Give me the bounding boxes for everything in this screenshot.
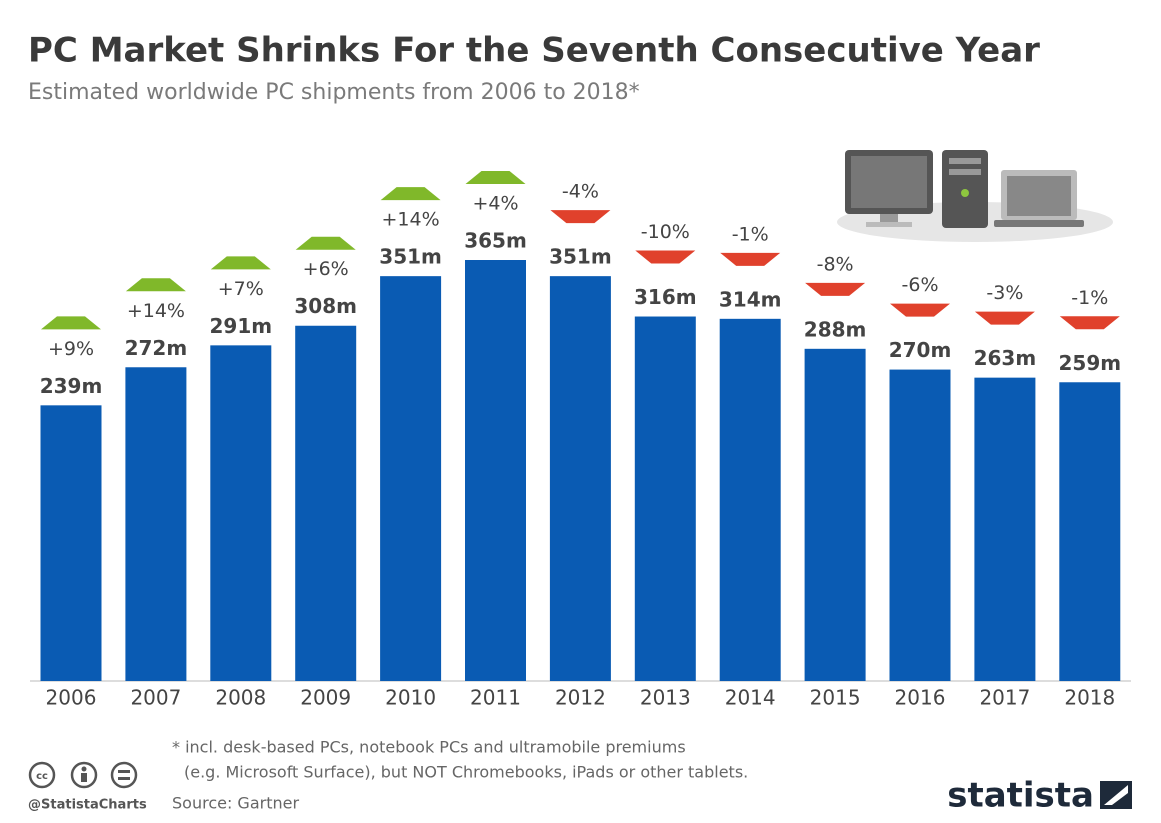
chart-subtitle: Estimated worldwide PC shipments from 20… [28,80,640,105]
bar [804,348,866,681]
value-label: 314m [719,287,782,311]
value-label: 365m [464,229,527,253]
change-arrow [974,311,1035,325]
change-arrow [210,256,271,270]
x-tick-label: 2011 [470,686,521,710]
change-label: -3% [986,282,1023,304]
bar [889,369,951,681]
change-arrow [1059,316,1120,330]
x-tick-label: 2008 [215,686,266,710]
pc-illustration [837,150,1113,242]
change-label: -8% [817,253,854,275]
svg-text:cc: cc [36,771,48,782]
footer: cc @StatistaCharts * incl. desk-based PC… [28,738,1132,816]
value-label: 351m [379,245,442,269]
change-label: +7% [218,278,264,300]
credit: @StatistaCharts [28,798,147,813]
brand: statista [947,776,1094,816]
x-tick-label: 2017 [979,686,1030,710]
change-label: -10% [641,221,690,243]
x-tick-label: 2018 [1064,686,1115,710]
bar [974,377,1036,681]
value-label: 259m [1059,351,1122,375]
chart-title: PC Market Shrinks For the Seventh Consec… [28,31,1040,71]
value-label: 308m [294,294,357,318]
x-tick-label: 2013 [640,686,691,710]
bar [380,276,442,681]
note-line: (e.g. Microsoft Surface), but NOT Chrome… [184,763,748,782]
change-arrow [380,187,441,201]
bar [465,260,526,681]
bar [125,367,187,681]
bar [210,345,272,681]
value-label: 272m [125,336,188,360]
change-label: -4% [562,181,599,203]
x-tick-label: 2012 [555,686,606,710]
change-arrow [550,210,611,224]
value-label: 288m [804,317,867,341]
note-line: * incl. desk-based PCs, notebook PCs and… [172,738,686,757]
x-tick-label: 2009 [300,686,351,710]
change-label: -1% [732,223,769,245]
x-tick-label: 2010 [385,686,436,710]
x-tick-label: 2006 [46,686,97,710]
value-label: 263m [974,346,1037,370]
change-arrow [805,282,866,296]
value-label: 270m [889,338,952,362]
change-arrow [635,250,696,264]
value-label: 351m [549,245,612,269]
change-label: +6% [303,258,349,280]
value-label: 239m [40,374,103,398]
change-arrow [465,171,526,184]
change-label: +14% [382,209,440,231]
bar [295,325,357,681]
bar [634,316,696,681]
change-label: +14% [127,300,185,322]
change-label: -6% [902,274,939,296]
x-tick-label: 2016 [895,686,946,710]
change-label: +9% [48,338,94,360]
change-label: +4% [472,193,518,215]
value-label: 316m [634,285,697,309]
bar [40,405,102,681]
x-tick-label: 2007 [130,686,181,710]
change-label: -1% [1071,287,1108,309]
change-arrow [295,236,356,250]
change-arrow [125,278,186,292]
value-label: 291m [210,314,273,338]
x-tick-label: 2015 [810,686,861,710]
bar [1059,382,1121,681]
source: Source: Gartner [172,794,299,813]
x-tick-label: 2014 [725,686,776,710]
change-arrow [41,316,101,330]
change-arrow [890,303,950,317]
bar [549,276,611,681]
bar [719,318,781,681]
change-arrow [720,252,781,266]
